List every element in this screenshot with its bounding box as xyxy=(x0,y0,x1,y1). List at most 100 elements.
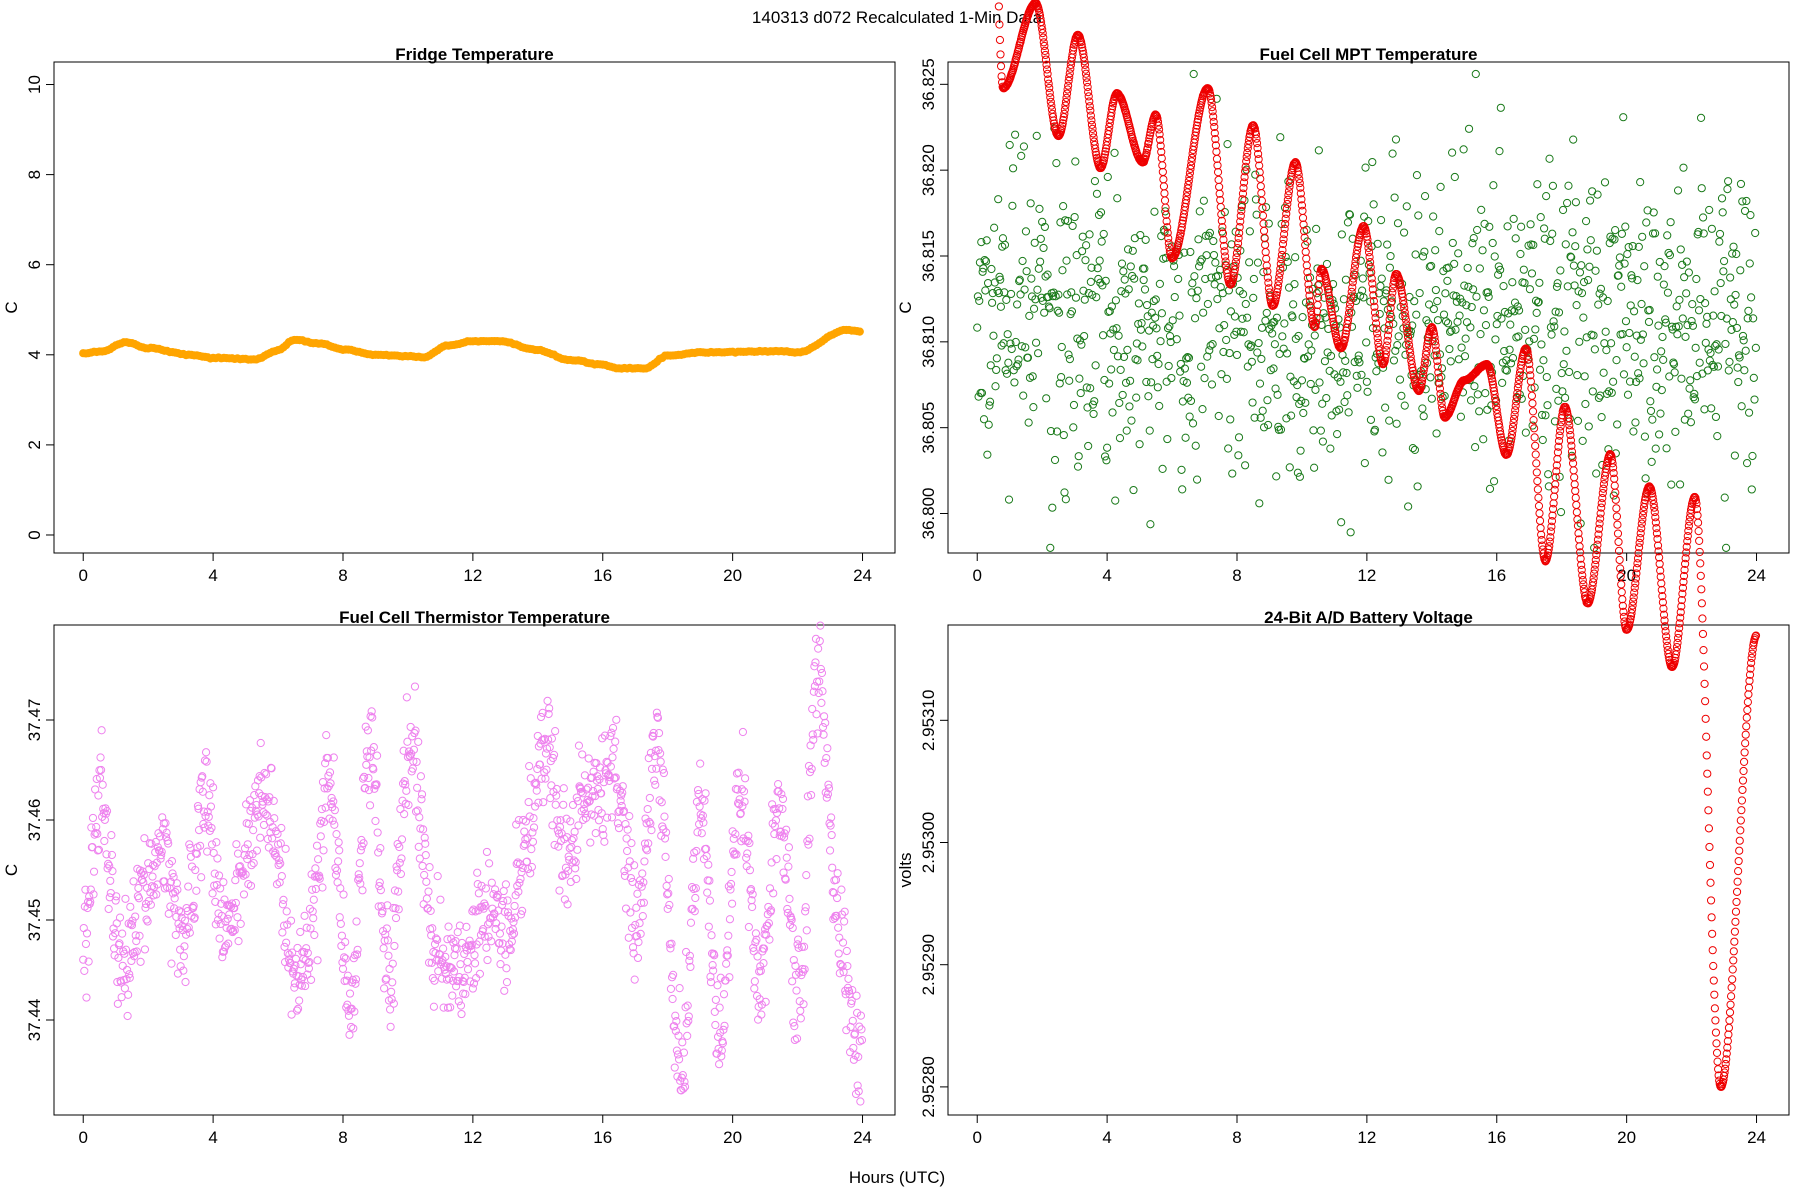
data-point xyxy=(1701,697,1710,706)
data-point xyxy=(1080,331,1089,341)
data-point xyxy=(1178,485,1187,494)
data-point xyxy=(421,839,430,848)
data-point xyxy=(1235,223,1244,232)
data-point xyxy=(202,757,211,766)
data-point xyxy=(1453,317,1462,326)
data-point xyxy=(1067,307,1077,316)
data-point xyxy=(1667,480,1676,489)
data-point xyxy=(1691,496,1701,505)
data-point xyxy=(1500,346,1509,356)
data-point xyxy=(788,923,797,933)
data-point xyxy=(1690,395,1700,404)
data-point xyxy=(1723,185,1732,194)
data-point xyxy=(1092,150,1101,159)
data-point xyxy=(1713,362,1723,371)
data-point xyxy=(1087,263,1096,272)
data-point xyxy=(1431,285,1440,295)
data-point xyxy=(1487,374,1496,383)
data-point xyxy=(1586,196,1595,205)
data-point xyxy=(1175,311,1184,320)
data-point xyxy=(1291,253,1300,262)
data-point xyxy=(1232,253,1241,262)
data-point xyxy=(1728,318,1737,327)
data-point xyxy=(750,977,759,986)
data-point xyxy=(1061,495,1070,504)
data-point xyxy=(1542,191,1551,201)
data-point xyxy=(328,816,337,825)
data-point xyxy=(1349,274,1358,283)
fuel-cell-thermistor-temperature-panel: Fuel Cell Thermistor Temperature C 0 4 8 12… xyxy=(2,608,896,1147)
data-point xyxy=(1284,187,1294,196)
data-point xyxy=(1346,296,1355,305)
data-point xyxy=(597,789,606,798)
data-point xyxy=(422,877,431,886)
data-point xyxy=(1150,207,1159,216)
data-point xyxy=(1543,401,1552,410)
data-point xyxy=(273,829,282,839)
data-point xyxy=(632,903,641,912)
data-point xyxy=(1035,204,1044,213)
data-point xyxy=(1562,346,1571,355)
data-point xyxy=(573,845,582,854)
data-point xyxy=(1655,257,1664,267)
data-point xyxy=(1069,400,1079,410)
data-point xyxy=(815,677,824,686)
data-point xyxy=(1360,459,1369,468)
data-point xyxy=(1618,595,1627,604)
data-point xyxy=(1683,537,1692,546)
data-point xyxy=(1029,403,1038,412)
data-point xyxy=(1628,241,1637,251)
data-point xyxy=(638,912,647,921)
data-point xyxy=(1017,151,1026,160)
data-point xyxy=(849,1043,858,1053)
y-tick-label: 36.800 xyxy=(919,488,938,540)
data-point xyxy=(1696,571,1705,580)
data-point xyxy=(1535,509,1544,518)
data-point xyxy=(1145,134,1154,143)
data-point xyxy=(656,749,665,758)
data-point xyxy=(477,881,486,890)
data-point xyxy=(355,859,364,868)
data-point xyxy=(1039,243,1048,253)
x-tick-label: 20 xyxy=(723,566,742,585)
data-point xyxy=(1591,266,1600,275)
data-point xyxy=(627,839,636,848)
data-point xyxy=(732,850,741,859)
data-point xyxy=(1706,896,1716,905)
data-point xyxy=(1265,325,1274,334)
data-point xyxy=(1586,593,1595,602)
data-point xyxy=(986,361,995,370)
data-point xyxy=(121,894,130,903)
data-point xyxy=(813,729,822,738)
data-point xyxy=(1071,157,1080,166)
data-point xyxy=(424,887,433,896)
data-point xyxy=(1649,495,1658,505)
x-tick-label: 24 xyxy=(853,1128,872,1147)
data-point xyxy=(1038,28,1047,38)
data-point xyxy=(819,730,828,739)
data-point xyxy=(1548,504,1558,514)
data-point xyxy=(1511,401,1520,410)
data-point xyxy=(1156,135,1165,145)
data-point xyxy=(567,835,577,845)
data-point xyxy=(375,878,384,887)
data-point xyxy=(774,787,783,796)
data-point xyxy=(1245,258,1254,267)
data-point xyxy=(1632,564,1642,573)
data-point xyxy=(179,952,188,961)
data-point xyxy=(1251,170,1260,179)
data-point xyxy=(1530,433,1539,442)
data-point xyxy=(1514,375,1524,385)
data-point xyxy=(1347,292,1356,301)
data-point xyxy=(670,1022,679,1031)
data-point xyxy=(1327,307,1336,316)
data-point xyxy=(1276,133,1285,142)
data-point xyxy=(1213,295,1222,304)
data-point xyxy=(1642,218,1651,227)
x-tick-label: 4 xyxy=(1102,1128,1111,1147)
data-point xyxy=(1379,297,1388,306)
data-point xyxy=(444,922,453,931)
data-point xyxy=(512,820,521,829)
data-point xyxy=(1534,501,1544,511)
data-point xyxy=(1364,248,1374,257)
